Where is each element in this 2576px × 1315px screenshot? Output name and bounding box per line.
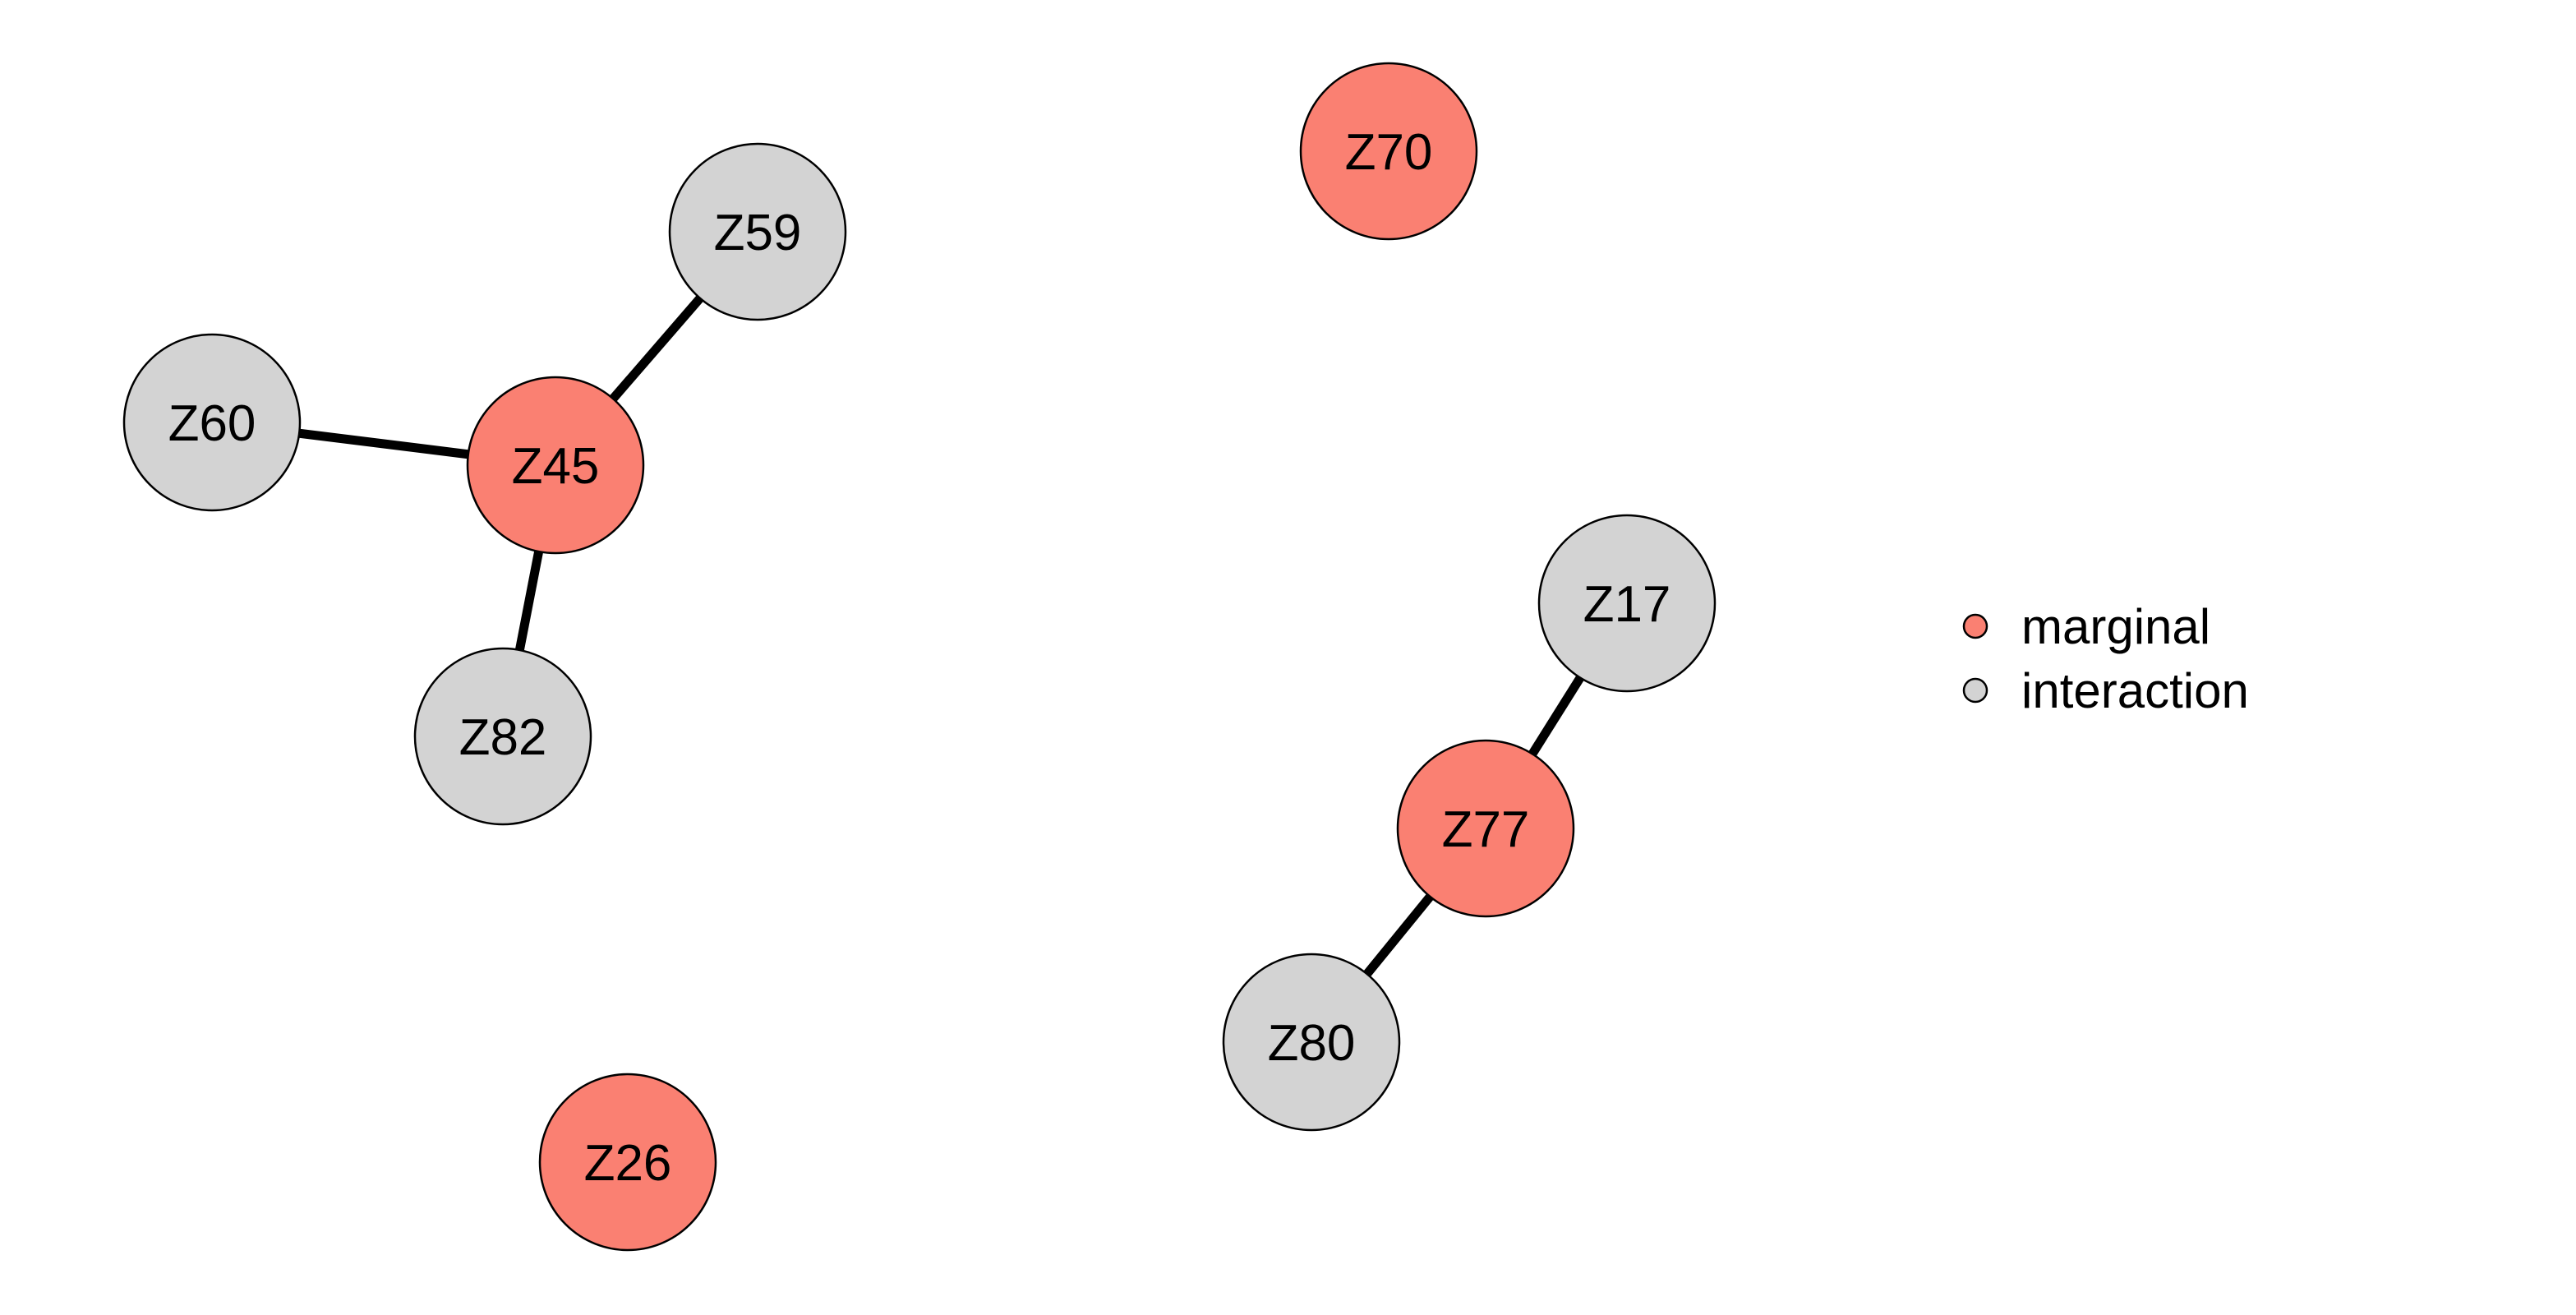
- legend: marginal interaction: [1962, 599, 2249, 718]
- node-circle-z70: [1299, 62, 1478, 241]
- node-circle-z45: [466, 376, 645, 555]
- legend-dot-interaction: [1962, 677, 1988, 704]
- node-label-z60: Z60: [168, 395, 256, 452]
- node-label-z17: Z17: [1583, 576, 1671, 633]
- node-z17: Z17: [1537, 514, 1717, 693]
- legend-label-interaction: interaction: [2021, 663, 2249, 718]
- node-circle-z60: [122, 333, 302, 512]
- node-circle-z59: [668, 142, 847, 321]
- node-z45: Z45: [466, 376, 645, 555]
- node-label-z70: Z70: [1345, 124, 1433, 181]
- node-z70: Z70: [1299, 62, 1478, 241]
- node-z82: Z82: [413, 647, 592, 826]
- node-circle-z77: [1396, 739, 1575, 918]
- node-z77: Z77: [1396, 739, 1575, 918]
- legend-dot-marginal: [1962, 613, 1988, 639]
- node-z59: Z59: [668, 142, 847, 321]
- node-label-z82: Z82: [459, 709, 547, 766]
- legend-item-marginal: marginal: [1962, 599, 2210, 654]
- node-circle-z80: [1222, 953, 1401, 1132]
- node-circle-z26: [538, 1073, 717, 1252]
- nodes-layer: Z70 Z59 Z60 Z45 Z82 Z17 Z77 Z80 Z26: [122, 62, 1717, 1252]
- node-z26: Z26: [538, 1073, 717, 1252]
- node-label-z80: Z80: [1268, 1015, 1356, 1072]
- node-label-z45: Z45: [512, 438, 600, 495]
- node-z80: Z80: [1222, 953, 1401, 1132]
- node-circle-z82: [413, 647, 592, 826]
- node-label-z77: Z77: [1442, 801, 1530, 858]
- node-label-z59: Z59: [714, 205, 802, 261]
- node-circle-z17: [1537, 514, 1717, 693]
- node-label-z26: Z26: [584, 1135, 672, 1192]
- node-z60: Z60: [122, 333, 302, 512]
- legend-label-marginal: marginal: [2021, 599, 2210, 654]
- legend-item-interaction: interaction: [1962, 663, 2249, 718]
